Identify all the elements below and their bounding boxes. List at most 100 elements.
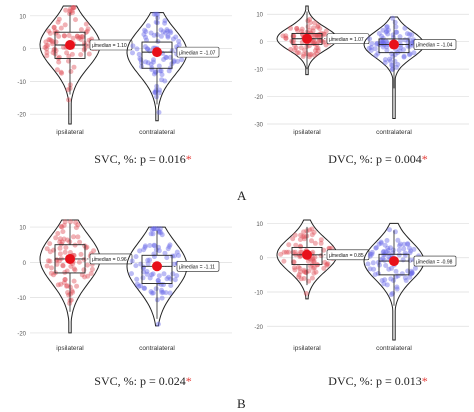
data-point [380,27,386,33]
data-point [393,274,399,280]
data-point [77,34,83,40]
data-point [57,236,63,242]
data-point [300,233,306,239]
data-point [58,25,64,31]
data-point [383,263,389,268]
data-point [159,287,164,293]
data-point [407,257,413,263]
y-tick-label: -30 [254,123,263,129]
data-point [60,229,66,235]
data-point [379,278,385,283]
median-dot [389,39,399,50]
data-point [383,249,389,255]
violin-outline [276,5,338,76]
violin-group-ipsilateral: μ̂median = 0.96 [39,219,133,334]
data-point [159,295,165,301]
data-point [311,52,317,58]
data-point [315,23,321,29]
data-point [384,47,390,53]
data-point [387,56,392,62]
data-point [144,269,150,274]
data-point [407,245,412,251]
data-point [144,37,149,43]
data-point [153,19,159,25]
data-point [64,283,70,289]
data-point [309,232,315,238]
data-point [380,44,386,50]
data-point [143,34,148,40]
data-point [42,45,48,50]
median-dot [152,47,162,58]
x-category-label: ipsilateral [56,345,84,352]
data-point [311,229,317,235]
y-tick-label: 10 [19,226,26,232]
data-point [165,34,171,40]
data-point [79,34,85,39]
median-label-box [326,33,370,45]
data-point [307,52,313,58]
data-point [175,59,181,64]
data-point [159,289,165,295]
data-point [161,282,166,288]
data-point [397,45,403,51]
data-point [63,7,69,13]
data-point [64,50,70,56]
data-point [71,266,77,272]
data-point [56,33,62,39]
data-point [407,51,413,57]
data-point [369,249,375,255]
data-point [45,42,51,48]
data-point [385,248,391,253]
data-point [78,251,84,257]
data-point [310,25,316,31]
data-point [170,271,176,277]
median-label: μ̂median = -1.04 [416,43,453,49]
data-point [85,273,91,279]
data-point [78,52,84,58]
median-dot [152,261,162,272]
data-point [297,269,303,275]
violin-outline [276,219,338,300]
data-point [44,246,50,252]
data-point [76,35,82,41]
data-point [409,270,415,276]
data-point [156,228,162,234]
data-point [320,39,325,45]
data-point [384,24,390,30]
data-point [176,42,182,48]
data-point [67,6,73,12]
x-category-label: ipsilateral [293,129,321,136]
data-point [307,227,313,233]
data-point [47,241,53,247]
data-point [298,244,304,250]
median-label-box [413,255,457,267]
y-tick-label: -20 [254,95,263,101]
data-point [167,290,173,296]
data-point [384,238,390,243]
median-label: μ̂median = -1.07 [179,50,216,56]
data-point [152,226,158,232]
data-point [385,27,391,33]
median-label: μ̂median = 0.96 [92,257,127,263]
data-point [286,242,292,248]
median-dot [65,253,75,264]
data-point [401,53,407,59]
data-point [86,51,92,57]
data-point [58,224,64,229]
data-point [71,64,77,70]
data-point [292,47,298,53]
data-point [151,11,157,17]
data-point [312,254,318,260]
data-point [374,41,379,47]
data-point [62,219,68,225]
data-point [306,268,312,274]
data-point [312,41,318,47]
data-point [311,39,317,45]
data-point [47,249,53,255]
data-point [129,258,135,264]
data-point [312,20,318,26]
data-point [383,29,389,35]
data-point [311,258,317,264]
data-point [297,265,303,271]
data-point [133,254,139,260]
